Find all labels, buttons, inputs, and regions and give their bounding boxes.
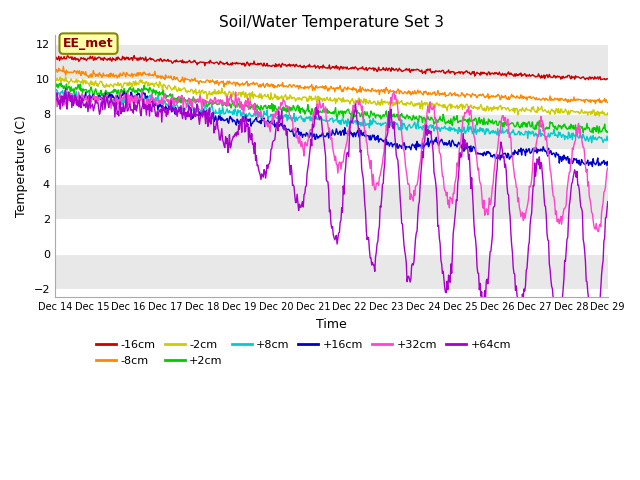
+64cm [399, 232, 407, 238]
-2cm [62, 74, 70, 80]
Title: Soil/Water Temperature Set 3: Soil/Water Temperature Set 3 [219, 15, 444, 30]
+64cm [119, 109, 127, 115]
+32cm [399, 146, 407, 152]
-8cm [415, 89, 423, 95]
+32cm [138, 88, 146, 94]
Line: +32cm: +32cm [55, 91, 608, 232]
+8cm [174, 104, 182, 110]
-16cm [131, 53, 138, 59]
+2cm [51, 84, 59, 90]
+2cm [604, 129, 612, 135]
-16cm [204, 60, 212, 66]
-8cm [62, 72, 70, 78]
+16cm [204, 113, 212, 119]
+64cm [62, 86, 70, 92]
-2cm [595, 113, 603, 119]
-8cm [60, 63, 67, 69]
+16cm [118, 92, 125, 98]
+64cm [51, 96, 59, 101]
-16cm [604, 76, 612, 82]
+8cm [399, 126, 406, 132]
+32cm [51, 101, 59, 107]
Line: -2cm: -2cm [55, 77, 608, 116]
Line: +2cm: +2cm [55, 83, 608, 133]
Line: +16cm: +16cm [55, 92, 608, 167]
Legend: -16cm, -8cm, -2cm, +2cm, +8cm, +16cm, +32cm, +64cm: -16cm, -8cm, -2cm, +2cm, +8cm, +16cm, +3… [92, 336, 515, 370]
-2cm [175, 85, 182, 91]
+8cm [588, 140, 595, 145]
-2cm [119, 84, 127, 90]
Line: -8cm: -8cm [55, 66, 608, 104]
+64cm [61, 88, 68, 94]
Bar [55, 253, 608, 288]
-16cm [175, 59, 182, 65]
-2cm [399, 102, 407, 108]
+8cm [61, 92, 68, 98]
-16cm [415, 68, 423, 73]
+16cm [120, 89, 128, 95]
+2cm [399, 114, 407, 120]
-8cm [399, 91, 407, 96]
-8cm [204, 77, 212, 83]
Y-axis label: Temperature (C): Temperature (C) [15, 115, 28, 217]
-2cm [204, 91, 212, 97]
+16cm [61, 96, 68, 102]
+2cm [595, 130, 602, 136]
+64cm [175, 105, 182, 111]
-16cm [118, 57, 125, 63]
+2cm [119, 93, 127, 98]
+32cm [595, 229, 602, 235]
Bar [55, 44, 608, 79]
+32cm [118, 97, 125, 103]
Text: EE_met: EE_met [63, 37, 114, 50]
+2cm [175, 99, 182, 105]
-8cm [604, 100, 612, 106]
+32cm [175, 94, 182, 99]
-2cm [604, 110, 612, 116]
-8cm [119, 72, 127, 78]
-16cm [597, 77, 605, 83]
-2cm [415, 100, 423, 106]
+16cm [604, 159, 612, 165]
+64cm [204, 123, 212, 129]
-16cm [61, 56, 68, 62]
+32cm [204, 99, 212, 105]
Line: +8cm: +8cm [55, 87, 608, 143]
+8cm [604, 137, 612, 143]
Bar [55, 114, 608, 149]
-16cm [51, 56, 59, 62]
+64cm [604, 199, 612, 204]
X-axis label: Time: Time [316, 318, 347, 331]
+16cm [175, 108, 182, 114]
+8cm [415, 125, 422, 131]
Line: -16cm: -16cm [55, 56, 608, 80]
+32cm [604, 165, 612, 171]
+16cm [51, 98, 59, 104]
+8cm [51, 84, 59, 90]
+16cm [589, 164, 596, 169]
+2cm [204, 103, 212, 108]
-8cm [51, 66, 59, 72]
-8cm [175, 78, 182, 84]
-8cm [591, 101, 599, 107]
-16cm [399, 68, 407, 73]
Bar [55, 184, 608, 219]
+2cm [57, 80, 65, 86]
Line: +64cm: +64cm [55, 89, 608, 335]
+64cm [415, 198, 423, 204]
+16cm [399, 143, 407, 148]
+16cm [415, 144, 423, 149]
+2cm [415, 113, 423, 119]
+32cm [415, 165, 423, 170]
-2cm [51, 79, 59, 84]
-2cm [61, 78, 68, 84]
+32cm [61, 102, 68, 108]
+8cm [118, 101, 125, 107]
+2cm [62, 86, 70, 92]
+64cm [590, 332, 598, 337]
+8cm [204, 107, 211, 113]
